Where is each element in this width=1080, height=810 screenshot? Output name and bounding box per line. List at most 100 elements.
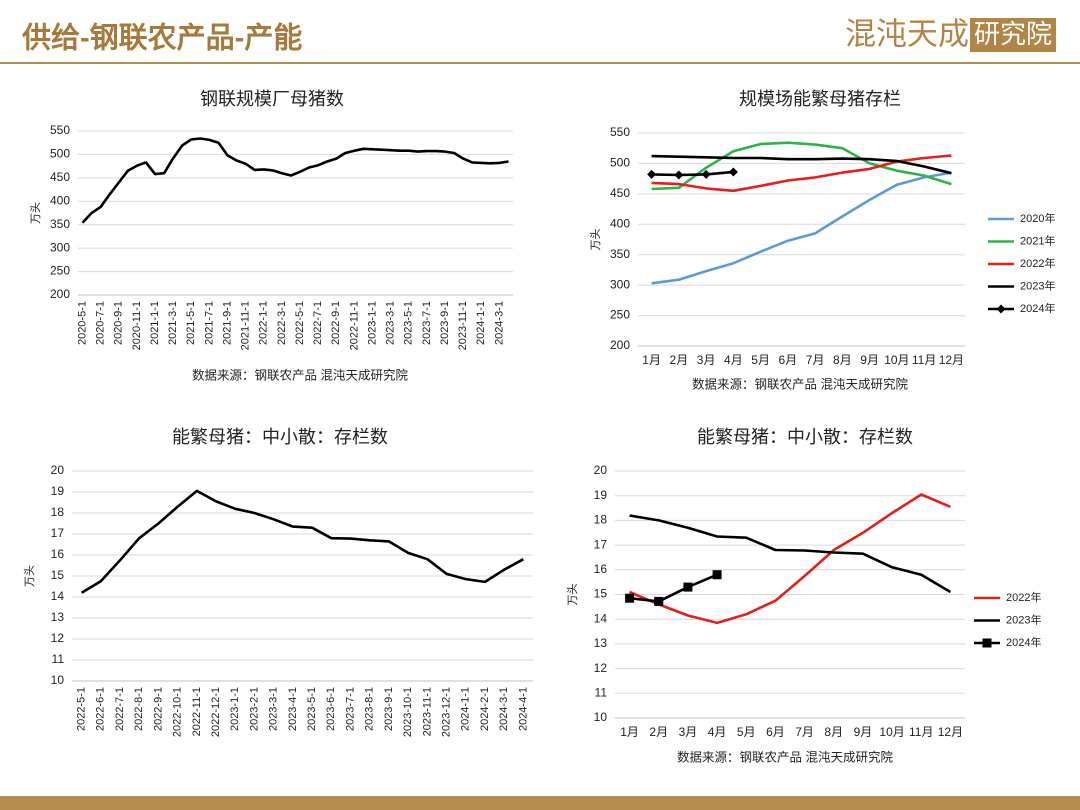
y-tick-label: 17: [51, 526, 65, 540]
y-tick-label: 20: [51, 463, 65, 477]
x-tick-label: 2023-7-1: [421, 301, 433, 345]
y-tick-label: 400: [50, 193, 70, 207]
series-line: [651, 141, 952, 191]
chart-title: 钢联规模厂母猪数: [200, 89, 344, 109]
source-note: 数据来源：钢联农产品 混沌天成研究院: [677, 749, 893, 764]
y-tick-label: 18: [51, 505, 65, 519]
chart-title: 能繁母猪：中小散：存栏数: [697, 427, 913, 447]
series-line: [651, 171, 952, 285]
x-tick-label: 1月: [620, 725, 639, 739]
y-tick-label: 550: [50, 123, 70, 137]
x-tick-label: 2022-8-1: [133, 687, 145, 731]
marker: [683, 582, 693, 592]
x-tick-label: 4月: [724, 353, 743, 367]
source-note: 数据来源：钢联农产品 混沌天成研究院: [692, 376, 908, 391]
y-axis-label: 万头: [589, 229, 602, 251]
legend-label: 2021年: [1020, 233, 1055, 247]
x-tick-label: 2021-7-1: [203, 301, 215, 345]
marker: [996, 304, 1006, 314]
footer-band: [0, 796, 1080, 810]
marker: [674, 170, 684, 180]
x-tick-label: 2020-9-1: [113, 301, 125, 345]
y-tick-label: 450: [50, 170, 70, 184]
series-line: [80, 489, 525, 594]
y-tick-label: 350: [610, 247, 630, 261]
x-tick-label: 2020-11-1: [131, 301, 143, 350]
y-tick-label: 10: [594, 710, 608, 724]
logo-main: 混沌天成: [845, 17, 969, 53]
y-axis-label: 万头: [23, 565, 36, 587]
logo-box: [970, 18, 1056, 52]
x-tick-label: 2023-10-1: [402, 687, 414, 737]
x-tick-label: 7月: [806, 353, 825, 367]
y-tick-label: 300: [610, 277, 630, 291]
x-tick-label: 10月: [879, 725, 904, 739]
x-tick-label: 2023-9-1: [439, 301, 451, 345]
x-tick-label: 3月: [679, 725, 698, 739]
x-tick-label: 2023-4-1: [287, 687, 299, 731]
y-tick-label: 20: [594, 463, 608, 477]
slide-title: 供给-钢联农产品-产能: [21, 22, 302, 55]
y-axis-label: 万头: [566, 584, 579, 606]
y-tick-label: 14: [51, 589, 65, 603]
x-tick-label: 2023-3-1: [268, 687, 280, 731]
legend-label: 2022年: [1006, 590, 1041, 604]
series-line: [629, 573, 718, 603]
source-note: 数据来源：钢联农产品 混沌天成研究院: [192, 367, 408, 382]
y-tick-label: 10: [51, 673, 65, 687]
chart-title: 规模场能繁母猪存栏: [739, 89, 901, 109]
chart-title: 能繁母猪：中小散：存栏数: [172, 427, 388, 447]
marker: [647, 169, 657, 179]
y-tick-label: 18: [594, 513, 608, 527]
x-tick-label: 2023-1-1: [229, 687, 241, 731]
x-tick-label: 6月: [766, 725, 785, 739]
x-tick-label: 11月: [912, 353, 936, 367]
y-tick-label: 200: [50, 287, 70, 301]
legend-label: 2022年: [1020, 256, 1055, 270]
y-tick-label: 12: [51, 631, 65, 645]
x-tick-label: 2022-7-1: [114, 687, 126, 731]
x-tick-label: 2020-5-1: [76, 301, 88, 345]
x-tick-label: 2022-5-1: [76, 687, 88, 731]
x-tick-label: 9月: [860, 353, 879, 367]
x-tick-label: 2023-11-1: [421, 687, 433, 736]
marker: [712, 570, 722, 580]
y-tick-label: 17: [594, 537, 608, 551]
x-tick-label: 2020-7-1: [95, 301, 107, 345]
y-tick-label: 16: [51, 547, 65, 561]
x-tick-label: 2023-3-1: [385, 301, 397, 345]
legend-label: 2024年: [1006, 635, 1041, 649]
y-tick-label: 14: [594, 611, 608, 625]
series-line: [81, 137, 509, 224]
y-tick-label: 500: [610, 156, 630, 170]
x-tick-label: 2024-3-1: [493, 301, 505, 345]
series-line: [629, 493, 951, 625]
legend-label: 2020年: [1020, 211, 1055, 225]
logo-box-text: 研究院: [974, 20, 1052, 50]
x-tick-label: 12月: [938, 725, 963, 739]
x-tick-label: 2024-2-1: [479, 687, 491, 731]
x-tick-label: 2022-10-1: [172, 687, 184, 737]
y-tick-label: 16: [594, 562, 608, 576]
x-tick-label: 5月: [737, 725, 756, 739]
marker: [654, 596, 664, 606]
x-tick-label: 2023-1-1: [366, 301, 378, 345]
x-tick-label: 3月: [697, 353, 716, 367]
x-tick-label: 2022-6-1: [95, 687, 107, 731]
x-tick-label: 9月: [854, 725, 873, 739]
legend-label: 2024年: [1020, 301, 1055, 315]
x-tick-label: 2022-11-1: [191, 687, 203, 736]
y-tick-label: 19: [51, 484, 65, 498]
x-tick-label: 6月: [779, 353, 798, 367]
y-tick-label: 400: [610, 216, 630, 230]
y-axis-label: 万头: [29, 202, 42, 224]
marker: [625, 593, 635, 603]
x-tick-label: 4月: [708, 725, 727, 739]
x-tick-label: 2023-5-1: [403, 301, 415, 345]
x-tick-label: 2023-6-1: [325, 687, 337, 731]
x-tick-label: 2023-2-1: [248, 687, 260, 731]
x-tick-label: 2024-4-1: [517, 687, 529, 731]
x-tick-label: 10月: [884, 353, 909, 367]
x-tick-label: 2021-5-1: [185, 301, 197, 345]
legend-label: 2023年: [1020, 278, 1055, 292]
